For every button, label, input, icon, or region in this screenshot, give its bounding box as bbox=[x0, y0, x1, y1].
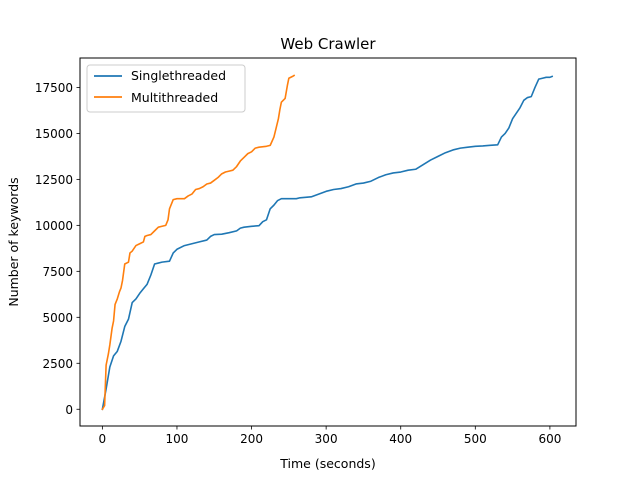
y-axis-label: Number of keywords bbox=[6, 177, 21, 306]
legend: Singlethreaded Multithreaded bbox=[86, 64, 246, 113]
y-tick-label: 2500 bbox=[42, 357, 73, 371]
y-axis: 0 2500 5000 7500 10000 12500 15000 17500 bbox=[35, 81, 80, 417]
x-tick-label: 300 bbox=[315, 432, 338, 446]
x-axis: 0 100 200 300 400 500 600 bbox=[99, 426, 561, 446]
x-tick-label: 500 bbox=[464, 432, 487, 446]
series-line-singlethreaded bbox=[101, 75, 554, 411]
x-tick-label: 200 bbox=[240, 432, 263, 446]
x-tick-label: 600 bbox=[538, 432, 561, 446]
y-tick-label: 12500 bbox=[35, 173, 73, 187]
plot-frame bbox=[79, 57, 577, 427]
plot-area bbox=[79, 57, 577, 427]
y-tick-label: 10000 bbox=[35, 219, 73, 233]
chart-title: Web Crawler bbox=[280, 35, 376, 53]
x-tick-label: 100 bbox=[166, 432, 189, 446]
x-axis-label: Time (seconds) bbox=[279, 456, 375, 471]
y-tick-label: 17500 bbox=[35, 81, 73, 95]
legend-box bbox=[86, 64, 246, 113]
series-layer bbox=[101, 74, 554, 411]
y-tick-label: 5000 bbox=[42, 311, 73, 325]
x-tick-label: 400 bbox=[389, 432, 412, 446]
series-line-multithreaded bbox=[101, 74, 296, 411]
y-tick-label: 7500 bbox=[42, 265, 73, 279]
legend-label-singlethreaded: Singlethreaded bbox=[131, 68, 226, 83]
y-tick-label: 0 bbox=[65, 403, 73, 417]
legend-label-multithreaded: Multithreaded bbox=[131, 90, 218, 105]
x-tick-label: 0 bbox=[99, 432, 107, 446]
y-tick-label: 15000 bbox=[35, 127, 73, 141]
